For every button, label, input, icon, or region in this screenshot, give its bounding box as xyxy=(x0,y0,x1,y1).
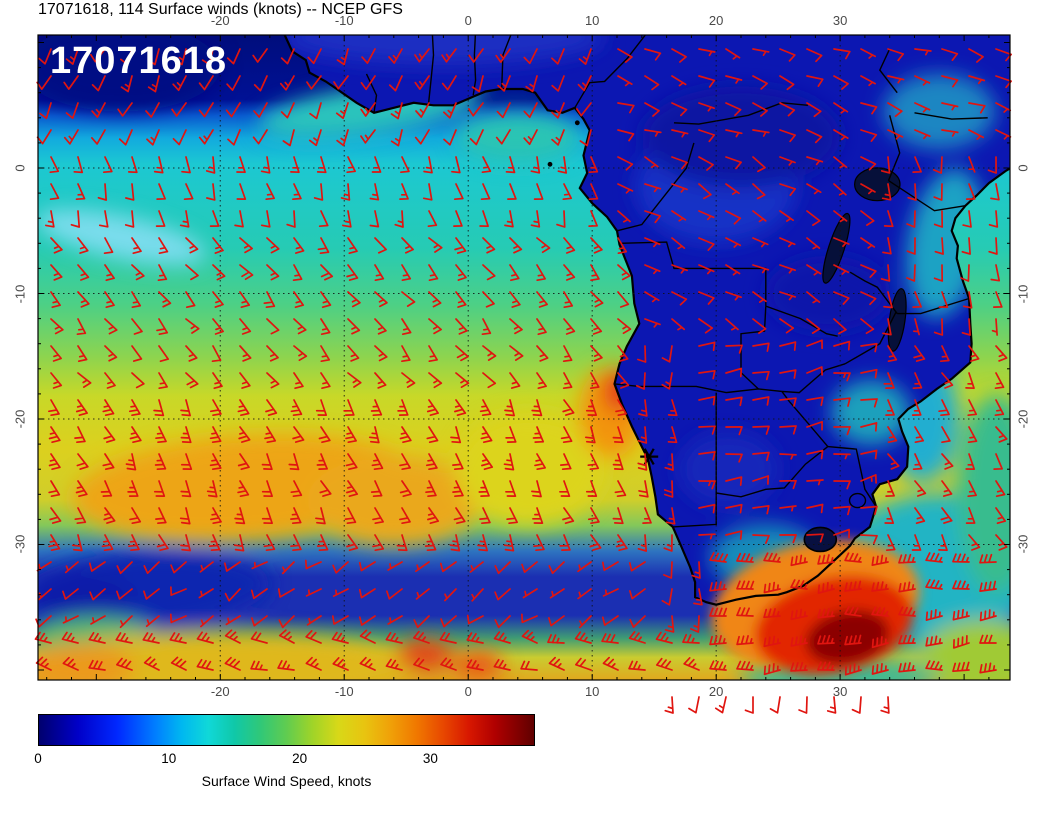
colorbar-tick-label: 0 xyxy=(34,751,42,766)
axis-tick-label: 0 xyxy=(464,684,472,699)
plot-title: 17071618, 114 Surface winds (knots) -- N… xyxy=(38,1,403,18)
axis-tick-label: 0 xyxy=(1015,164,1031,172)
axis-tick-label: -10 xyxy=(1015,284,1031,303)
colorbar-tick-label: 30 xyxy=(422,751,438,766)
axis-tick-label: 20 xyxy=(708,13,724,28)
axis-tick-label: 20 xyxy=(708,684,724,699)
wind-barbs-layer xyxy=(34,48,1012,714)
colorbar-tick-label: 20 xyxy=(292,751,308,766)
axis-tick-label: -30 xyxy=(12,535,28,554)
axis-tick-label: 10 xyxy=(584,13,600,28)
axis-tick-label: -30 xyxy=(1015,535,1031,554)
colorbar-label: Surface Wind Speed, knots xyxy=(201,773,372,789)
axis-tick-label: -20 xyxy=(1015,409,1031,429)
axis-tick-label: -20 xyxy=(210,684,230,699)
axis-tick-label: 0 xyxy=(464,13,472,28)
axis-tick-label: 30 xyxy=(832,684,848,699)
axis-tick-label: 10 xyxy=(584,684,600,699)
colorbar-tick-label: 10 xyxy=(161,751,177,766)
axis-tick-label: -10 xyxy=(12,284,28,303)
axis-tick-label: -10 xyxy=(334,13,354,28)
axis-tick-label: -20 xyxy=(12,409,28,429)
axis-tick-label: -20 xyxy=(210,13,230,28)
colorbar xyxy=(38,714,535,746)
axis-tick-label: 30 xyxy=(832,13,848,28)
axis-tick-label: 0 xyxy=(12,164,28,172)
axis-tick-label: -10 xyxy=(334,684,354,699)
run-timestamp: 17071618 xyxy=(50,40,228,82)
